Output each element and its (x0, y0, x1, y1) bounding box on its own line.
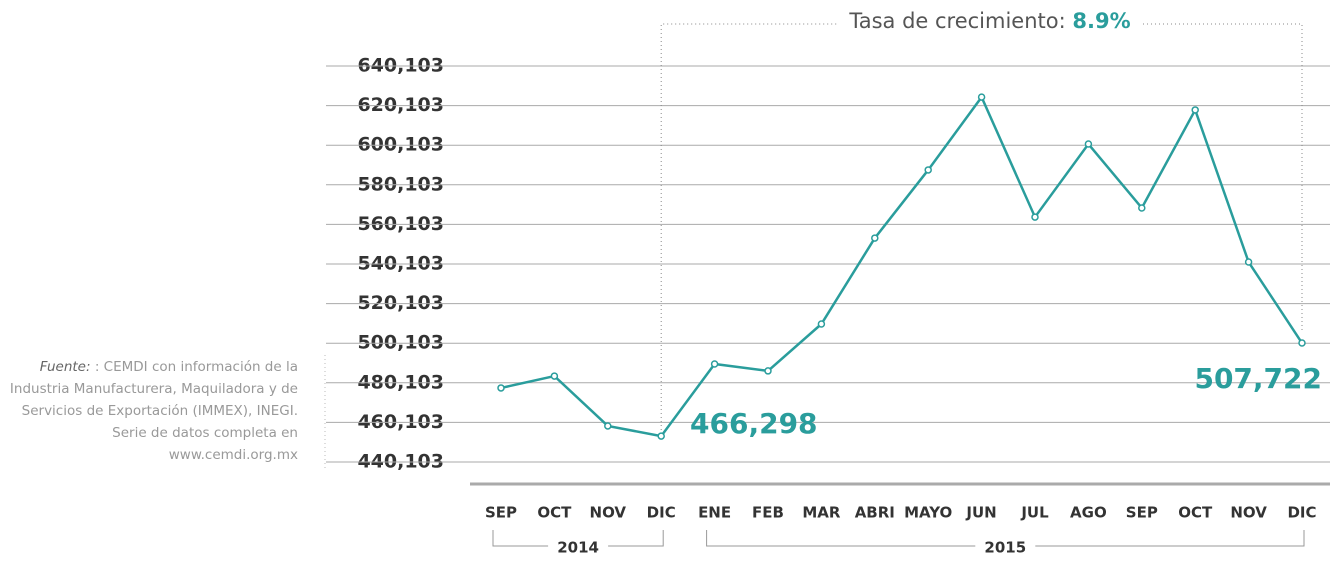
data-point (1031, 213, 1039, 221)
x-tick-label: AGO (1070, 504, 1107, 522)
data-point (710, 360, 719, 368)
source-label: Fuente: (39, 359, 91, 375)
data-point (977, 93, 986, 101)
x-tick-label: SEP (1126, 504, 1158, 522)
x-tick-label: DIC (647, 504, 676, 522)
data-point (871, 234, 879, 242)
year-bracket (492, 530, 664, 547)
x-tick-label: OCT (1178, 504, 1213, 522)
growth-annotation: Tasa de crecimiento: 8.9% (848, 9, 1130, 33)
source-text: : CEMDI con información de la Industria … (9, 359, 298, 463)
data-point (1138, 204, 1146, 212)
data-point (1244, 258, 1253, 266)
data-point (1191, 106, 1199, 114)
data-point (1084, 140, 1093, 148)
data-point (764, 367, 772, 375)
end-label: 507,722 (1194, 362, 1322, 395)
year-bracket (706, 530, 1305, 547)
data-point (1298, 339, 1306, 347)
x-tick-label: ENE (698, 504, 731, 522)
x-tick-label: NOV (1230, 504, 1267, 522)
data-point (550, 372, 559, 380)
growth-bracket (660, 23, 1303, 430)
data-point (924, 166, 932, 174)
x-tick-label: DIC (1287, 504, 1316, 522)
x-tick-label: OCT (537, 504, 572, 522)
data-point (817, 320, 826, 328)
x-tick-label: SEP (485, 504, 517, 522)
x-tick-label: JUL (1020, 504, 1049, 522)
x-tick-label: MAYO (904, 504, 952, 522)
year-label: 2014 (557, 539, 599, 557)
x-tick-label: ABRI (855, 504, 895, 522)
start-label: 466,298 (690, 407, 818, 440)
x-tick-label: FEB (752, 504, 784, 522)
data-point (657, 432, 665, 440)
x-tick-label: MAR (802, 504, 841, 522)
x-tick-label: JUN (965, 504, 996, 522)
x-tick-label: NOV (590, 504, 627, 522)
year-label: 2015 (984, 539, 1026, 557)
source-note: Fuente: : CEMDI con información de la In… (0, 356, 298, 466)
data-point (497, 384, 505, 392)
data-line (500, 94, 1304, 438)
growth-value: 8.9% (1072, 9, 1130, 33)
growth-label: Tasa de crecimiento: (848, 9, 1065, 33)
data-point (604, 422, 612, 430)
